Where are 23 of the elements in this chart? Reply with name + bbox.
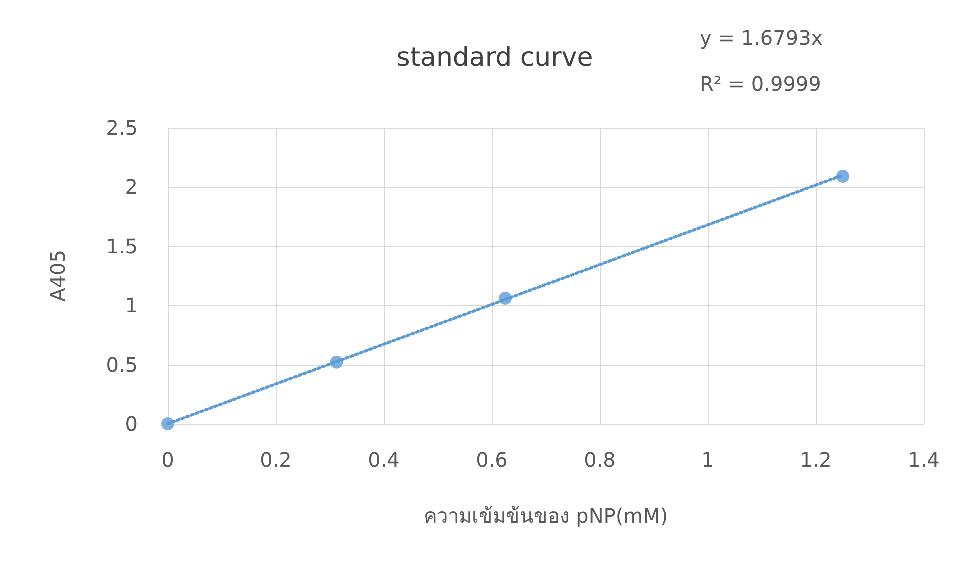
point [499,292,512,305]
point [330,356,344,369]
text: y = 1.6793x [700,26,824,50]
y-axis-title: A405 [46,250,70,302]
y-tick-label: 0.5 [106,352,138,377]
x-axis-title: ความเข้มข้นของ pNP(mM) [424,504,668,528]
x-tick-label: 0.4 [368,448,400,472]
x-tick-label: 0.6 [476,448,508,472]
x-tick-label: 1.2 [800,448,832,472]
x-tick-label: 0.8 [584,448,616,472]
y-tick-label: 1 [125,294,138,318]
point [836,170,850,184]
point [162,418,174,430]
y-tick-label: 2 [125,175,138,200]
x-tick-label: 0 [162,448,174,472]
y-tick-label: 1.5 [106,234,138,258]
x-tick-label: 1.4 [908,448,940,472]
y-tick-label: 0 [125,412,138,436]
text: R² = 0.9999 [700,72,822,96]
x-tick-label: 0.2 [260,448,292,472]
chart-title: standard curve [396,43,594,73]
y-tick-label: 2.5 [106,116,138,140]
x-tick-label: 1 [702,448,714,472]
